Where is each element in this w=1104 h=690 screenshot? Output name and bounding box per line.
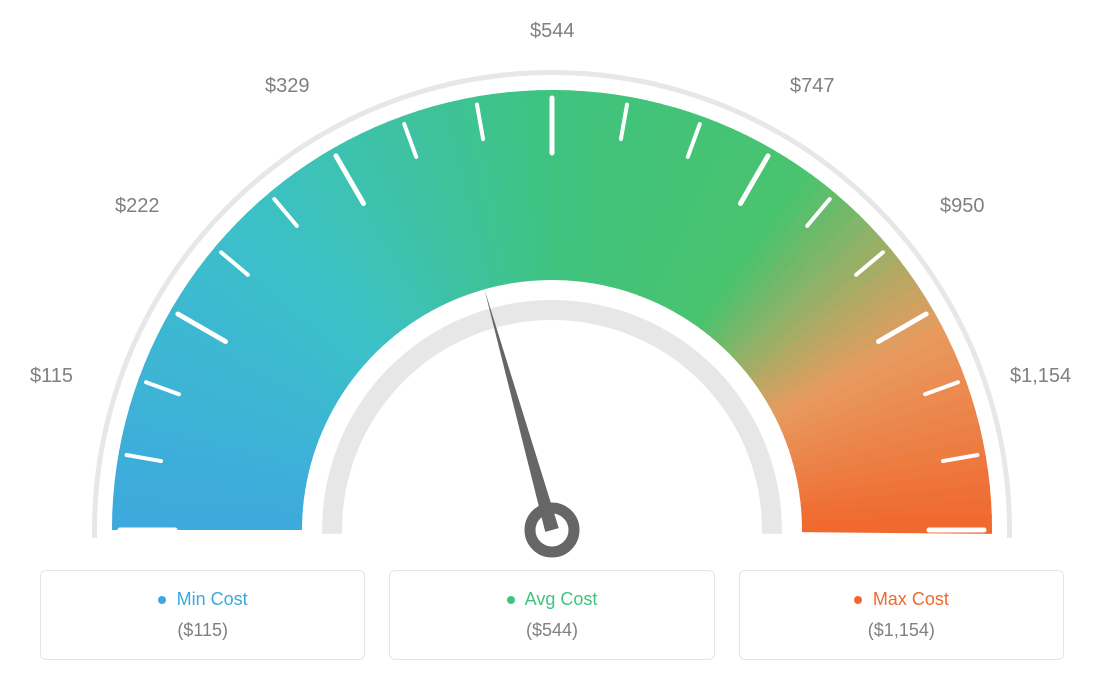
cost-gauge-chart: $115 $222 $329 $544 $747 $950 $1,154 Min Cost … <box>0 0 1104 690</box>
legend-max-dot <box>854 596 862 604</box>
legend-max-value: ($1,154) <box>750 620 1053 641</box>
legend-avg-value: ($544) <box>400 620 703 641</box>
legend-min-cost: Min Cost ($115) <box>40 570 365 660</box>
legend-min-value: ($115) <box>51 620 354 641</box>
tick-label: $222 <box>115 195 160 218</box>
legend-min-text: Min Cost <box>177 589 248 609</box>
legend-avg-cost: Avg Cost ($544) <box>389 570 714 660</box>
legend-min-dot <box>158 596 166 604</box>
tick-label: $329 <box>265 75 310 98</box>
legend-avg-label: Avg Cost <box>400 589 703 610</box>
tick-label: $544 <box>530 20 575 43</box>
legend-row: Min Cost ($115) Avg Cost ($544) Max Cost… <box>40 570 1064 660</box>
legend-max-text: Max Cost <box>873 589 949 609</box>
legend-min-label: Min Cost <box>51 589 354 610</box>
tick-label: $950 <box>940 195 985 218</box>
legend-max-label: Max Cost <box>750 589 1053 610</box>
legend-avg-dot <box>507 596 515 604</box>
gauge-svg <box>0 0 1104 570</box>
tick-label: $747 <box>790 75 835 98</box>
legend-avg-text: Avg Cost <box>525 589 598 609</box>
tick-label: $1,154 <box>1010 365 1071 388</box>
gauge-area: $115 $222 $329 $544 $747 $950 $1,154 <box>0 0 1104 570</box>
legend-max-cost: Max Cost ($1,154) <box>739 570 1064 660</box>
tick-label: $115 <box>30 365 73 388</box>
